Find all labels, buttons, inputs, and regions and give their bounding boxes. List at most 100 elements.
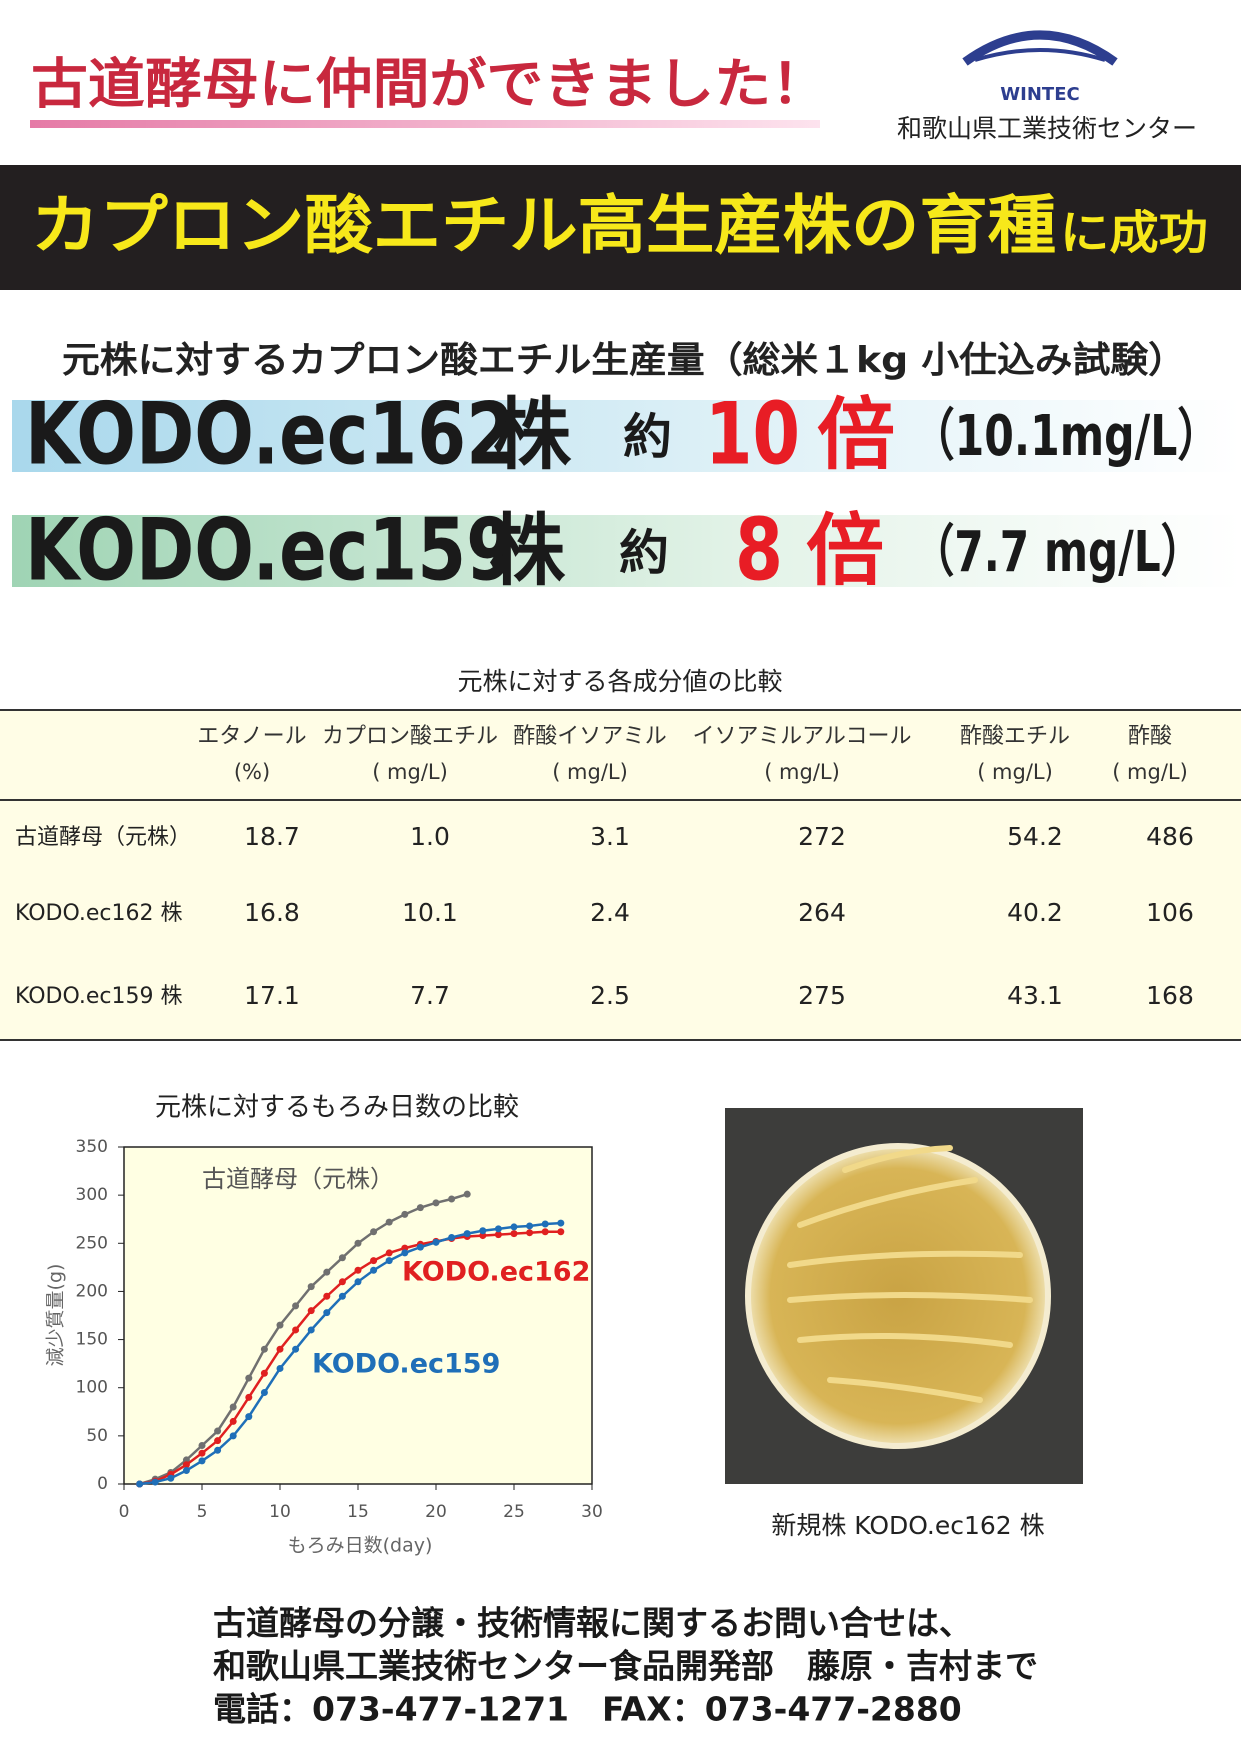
series-line <box>139 1230 561 1486</box>
y-tick-label: 50 <box>86 1426 108 1446</box>
x-tick-label: 5 <box>197 1502 208 1522</box>
data-point <box>245 1374 253 1382</box>
logo-arc <box>962 30 1118 66</box>
header-title: 古道酵母に仲間ができました！ <box>31 53 828 116</box>
data-point <box>198 1441 206 1449</box>
data-point <box>198 1457 206 1465</box>
data-point <box>260 1369 268 1377</box>
data-point <box>292 1326 300 1334</box>
x-tick-label: 30 <box>581 1502 603 1522</box>
strain-unit-word: 株 <box>489 506 566 596</box>
table-bg <box>0 710 1241 1040</box>
y-tick-label: 150 <box>76 1330 108 1350</box>
banner-main: カプロン酸エチル高生産株の育種 <box>31 190 1056 264</box>
footer-line: 古道酵母の分譲・技術情報に関するお問い合せは、 <box>213 1604 972 1643</box>
data-point <box>198 1449 206 1457</box>
data-point <box>229 1432 237 1440</box>
y-tick-label: 300 <box>76 1185 108 1205</box>
row-label: 古道酵母（元株） <box>15 825 191 850</box>
series-label: KODO.ec159 <box>312 1349 500 1380</box>
banner-suffix: に成功 <box>1060 206 1208 260</box>
data-point <box>385 1257 393 1265</box>
banner <box>0 165 1241 290</box>
column-unit: ( mg/L) <box>977 760 1053 784</box>
data-point <box>229 1417 237 1425</box>
table-cell: 106 <box>1146 898 1194 927</box>
data-point <box>276 1345 284 1353</box>
footer-line: 和歌山県工業技術センター食品開発部 藤原・吉村まで <box>213 1647 1038 1686</box>
organization: 和歌山県工業技術センター <box>897 114 1197 143</box>
column-header: 酢酸イソアミル <box>513 724 667 749</box>
column-unit: ( mg/L) <box>1112 760 1188 784</box>
plot-area <box>123 1146 593 1485</box>
x-tick-label: 20 <box>425 1502 447 1522</box>
strain-about: 約 <box>623 409 672 465</box>
data-point <box>323 1268 331 1276</box>
table-cell: 486 <box>1146 822 1194 851</box>
strain-strain: KODO.ec162 <box>25 384 515 484</box>
x-tick-label: 10 <box>269 1502 291 1522</box>
table-cell: 275 <box>798 981 846 1010</box>
column-unit: (%) <box>234 760 270 784</box>
strain-times: 倍 <box>806 506 884 596</box>
data-point <box>354 1239 362 1247</box>
data-point <box>448 1195 456 1203</box>
table-cell: 54.2 <box>1007 822 1063 851</box>
data-point <box>307 1326 315 1334</box>
column-header: 酢酸エチル <box>960 724 1070 749</box>
row-label: KODO.ec159 株 <box>15 984 183 1009</box>
table-cell: 10.1 <box>402 898 458 927</box>
data-point <box>136 1480 144 1488</box>
footer-line: 電話：073-477-1271 FAX：073-477-2880 <box>213 1690 962 1729</box>
data-point <box>370 1228 378 1236</box>
data-point <box>479 1227 487 1235</box>
data-point <box>526 1222 534 1230</box>
table-cell: 17.1 <box>244 981 300 1010</box>
strain-band <box>12 400 1241 472</box>
strain-times: 倍 <box>817 390 895 480</box>
data-point <box>338 1292 346 1300</box>
table-cell: 18.7 <box>244 822 300 851</box>
data-point <box>292 1345 300 1353</box>
table-cell: 264 <box>798 898 846 927</box>
data-point <box>432 1199 440 1207</box>
data-point <box>307 1283 315 1291</box>
data-point <box>167 1474 175 1482</box>
y-axis-label: 減少質量(g) <box>45 1264 67 1367</box>
data-point <box>401 1249 409 1257</box>
data-point <box>385 1249 393 1257</box>
y-tick-label: 200 <box>76 1281 108 1301</box>
y-tick-label: 350 <box>76 1137 108 1157</box>
strain-ratio: 8 <box>735 500 783 600</box>
footer: 古道酵母の分譲・技術情報に関するお問い合せは、和歌山県工業技術センター食品開発部… <box>213 1604 1038 1729</box>
table-cell: 16.8 <box>244 898 300 927</box>
summary-title: 元株に対するカプロン酸エチル生産量（総米１kg 小仕込み試験） <box>62 340 1186 381</box>
data-point <box>323 1309 331 1317</box>
table-cell: 43.1 <box>1007 981 1063 1010</box>
chart-title: 元株に対するもろみ日数の比較 <box>155 1093 519 1123</box>
table-cell: 40.2 <box>1007 898 1063 927</box>
row-label: KODO.ec162 株 <box>15 901 183 926</box>
series-line <box>139 1221 561 1486</box>
data-point <box>494 1231 502 1239</box>
table-cell: 2.5 <box>590 981 630 1010</box>
data-point <box>526 1229 534 1237</box>
y-tick-label: 250 <box>76 1233 108 1253</box>
data-point <box>214 1427 222 1435</box>
colony-streaks <box>787 1145 1033 1403</box>
data-point <box>245 1413 253 1421</box>
title-underline <box>30 120 820 128</box>
data-point <box>401 1244 409 1252</box>
data-point <box>370 1257 378 1265</box>
data-point <box>557 1219 565 1227</box>
table-caption: 元株に対する各成分値の比較 <box>457 667 782 696</box>
data-point <box>354 1266 362 1274</box>
data-point <box>182 1461 190 1469</box>
data-point <box>510 1223 518 1231</box>
series-label: KODO.ec162 <box>402 1257 590 1288</box>
data-point <box>370 1266 378 1274</box>
data-point <box>276 1321 284 1329</box>
data-point <box>510 1230 518 1238</box>
series-line <box>139 1192 468 1486</box>
